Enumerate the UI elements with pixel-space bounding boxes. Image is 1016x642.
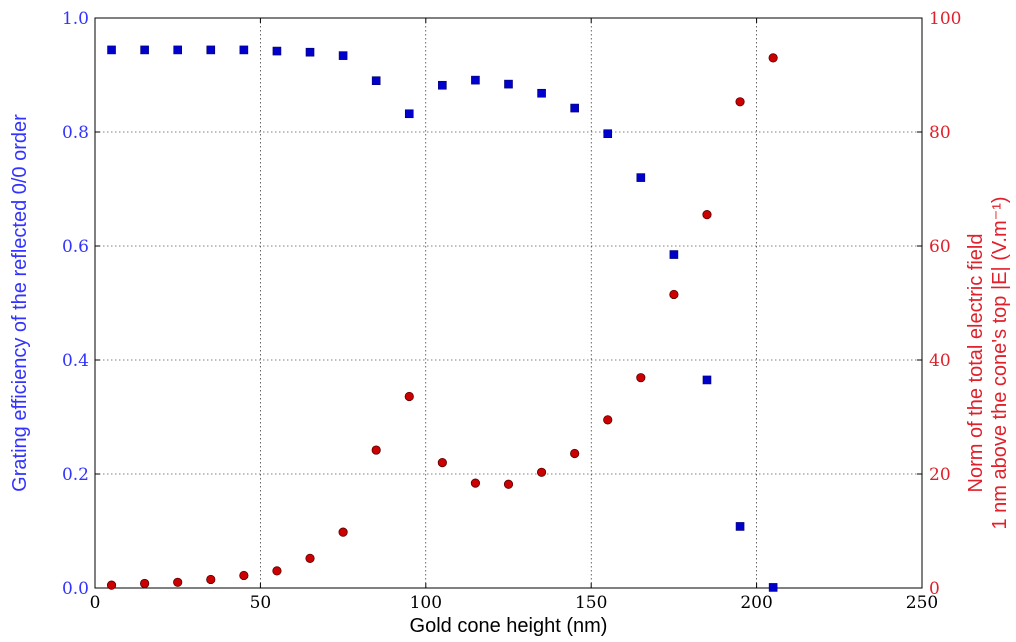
y-axis-left-label: Grating efficiency of the reflected 0/0 …: [9, 114, 31, 492]
electric-field-point: [768, 53, 778, 63]
grating-efficiency-point: [371, 76, 381, 85]
y-left-tick-label: 0.0: [62, 579, 89, 599]
grating-efficiency-point: [140, 45, 149, 55]
grating-efficiency-point: [107, 45, 116, 55]
electric-field-point: [470, 478, 481, 488]
electric-field-point: [702, 210, 712, 220]
grating-efficiency-point: [570, 103, 579, 113]
electric-field-point: [305, 553, 315, 563]
y-left-tick-label: 0.8: [62, 123, 89, 143]
electric-field-point: [239, 570, 249, 581]
x-tick-label: 100: [410, 593, 442, 613]
electric-field-point: [503, 479, 514, 489]
x-tick-label: 50: [250, 593, 272, 613]
electric-field-point: [437, 457, 447, 468]
y-left-tick-label: 1.0: [62, 9, 89, 29]
y-right-tick-label: 0: [929, 579, 940, 599]
grating-efficiency-point: [239, 45, 249, 55]
grating-efficiency-point: [404, 109, 414, 119]
grating-efficiency-point: [471, 75, 480, 85]
grating-efficiency-point: [504, 79, 513, 89]
electric-field-point: [338, 527, 348, 537]
y-right-tick-label: 20: [929, 465, 951, 485]
electric-field-point: [106, 580, 117, 590]
grating-efficiency-point: [702, 375, 712, 385]
electric-field-point: [173, 577, 183, 587]
y-left-tick-label: 0.4: [62, 351, 89, 371]
electric-field-point: [272, 566, 282, 576]
x-tick-label: 0: [90, 593, 101, 613]
y-axis-right-label-line2: 1 nm above the cone's top |E| (V.m⁻¹): [989, 196, 1011, 529]
grating-efficiency-point: [768, 583, 778, 592]
x-tick-label: 200: [740, 593, 772, 613]
plot-frame: [94, 17, 923, 589]
y-right-tick-label: 100: [929, 9, 961, 29]
grating-efficiency-point: [206, 45, 216, 55]
electric-field-point: [669, 289, 679, 300]
electric-field-point: [735, 97, 745, 107]
electric-field-point: [404, 391, 414, 402]
y-left-tick-label: 0.2: [62, 465, 89, 485]
electric-field-point: [140, 578, 150, 589]
tick-labels: 0 50 100 150 200 250 0.0 0.2 0.4 0.6 0.8 1.0 0 20 40 60…: [62, 9, 962, 613]
electric-field-point: [603, 415, 613, 425]
electric-field-point: [636, 373, 646, 383]
electric-field-point: [536, 467, 547, 477]
x-tick-label: 250: [906, 593, 938, 613]
x-tick-label: 150: [575, 593, 607, 613]
grating-efficiency-point: [636, 173, 646, 182]
y-right-tick-label: 40: [929, 351, 951, 371]
electric-field-point: [206, 574, 216, 585]
axis-ticks: [94, 17, 923, 589]
grating-efficiency-point: [338, 51, 348, 60]
y-left-tick-label: 0.6: [62, 237, 89, 257]
grating-efficiency-point: [735, 522, 745, 531]
electric-field-point: [570, 448, 580, 459]
electric-field-point: [371, 445, 381, 455]
grating-efficiency-point: [305, 47, 315, 57]
grid-lines: [95, 18, 922, 588]
x-axis-label: Gold cone height (nm): [410, 615, 608, 637]
grating-efficiency-point: [272, 46, 282, 56]
grating-efficiency-point: [537, 88, 546, 98]
y-right-tick-label: 60: [929, 237, 951, 257]
y-axis-right-label-line1: Norm of the total electric field: [965, 234, 987, 493]
y-right-tick-label: 80: [929, 123, 951, 143]
grating-efficiency-point: [603, 129, 613, 139]
data-points: [106, 45, 778, 592]
grating-efficiency-point: [438, 80, 447, 90]
grating-efficiency-point: [173, 45, 182, 55]
grating-efficiency-point: [669, 250, 679, 259]
